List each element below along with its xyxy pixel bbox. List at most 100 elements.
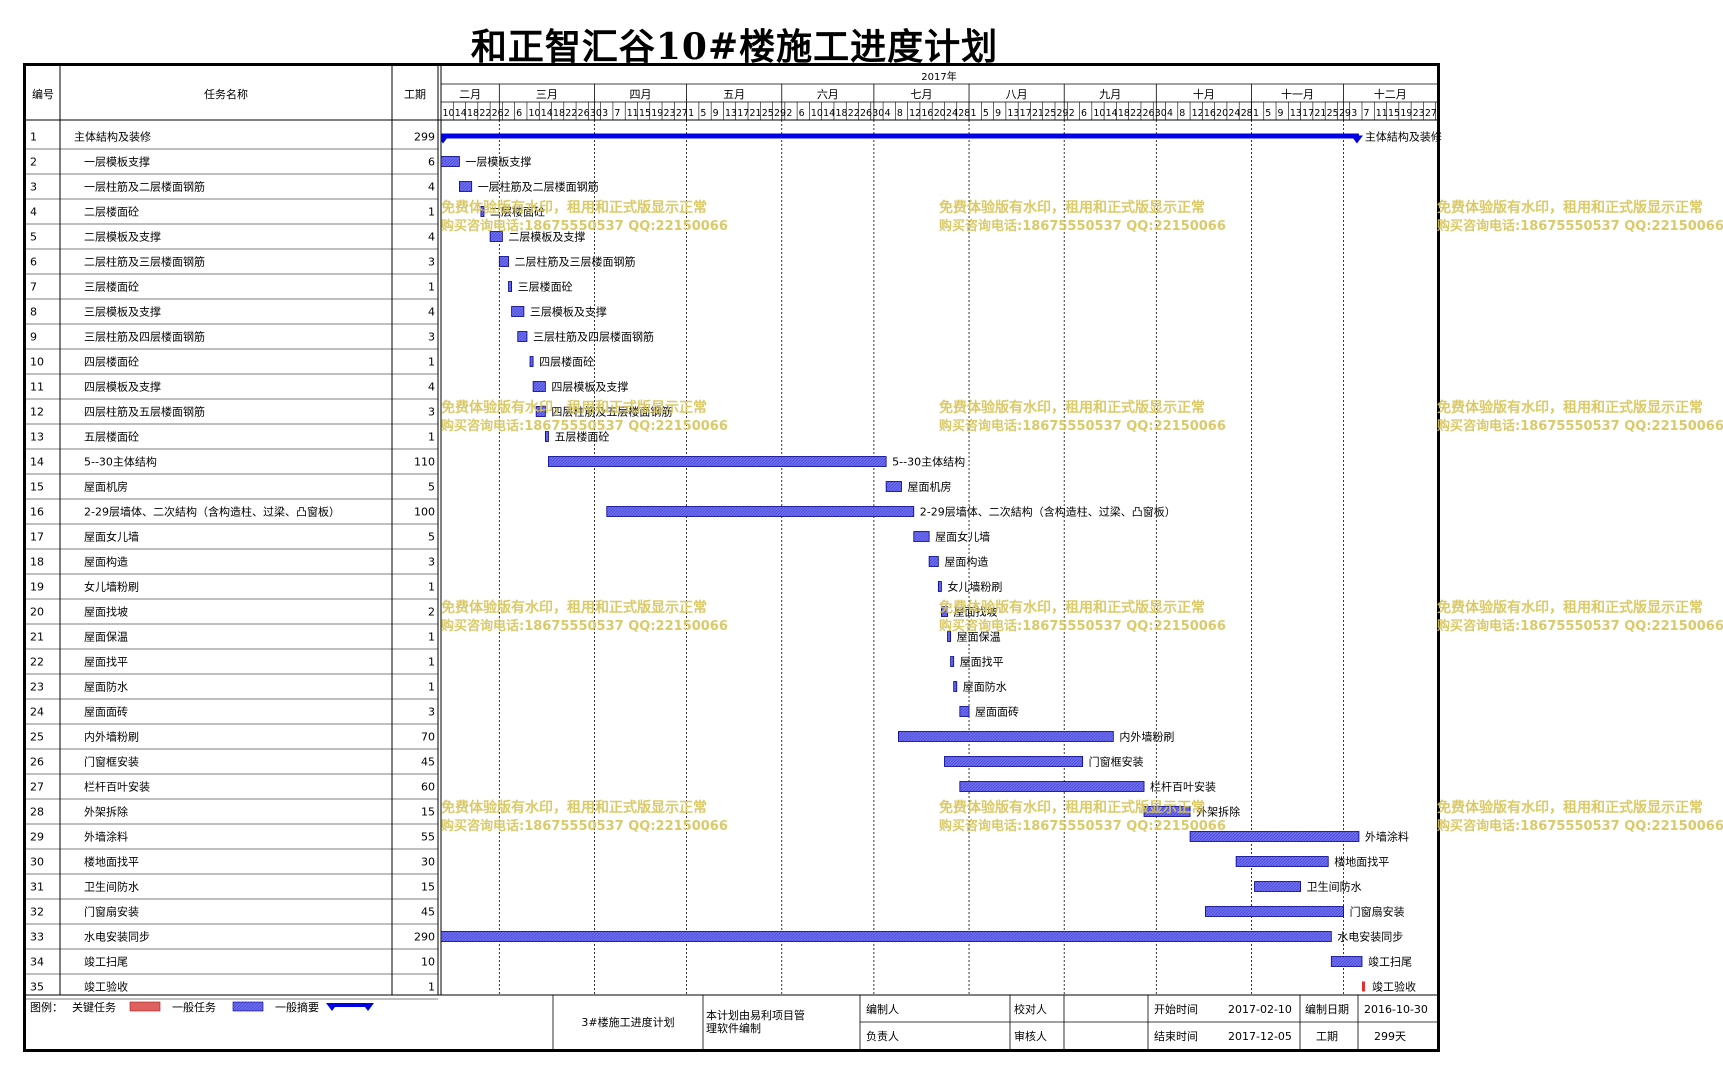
task-id: 32 — [30, 906, 44, 919]
task-bar — [489, 231, 503, 242]
task-name: 四层柱筋及五层楼面钢筋 — [84, 405, 205, 419]
task-bar — [480, 206, 485, 217]
gantt-frame — [23, 63, 1440, 1052]
legend-summary-label: 一般摘要 — [275, 1000, 319, 1014]
footer-software-line1: 本计划由易利项目管 — [706, 1008, 805, 1022]
bar-label: 二层柱筋及三层楼面钢筋 — [515, 255, 636, 269]
task-name: 二层柱筋及三层楼面钢筋 — [84, 255, 205, 269]
task-id: 21 — [30, 631, 44, 644]
task-duration: 6 — [428, 156, 435, 169]
task-duration: 45 — [421, 756, 435, 769]
month-label: 七月 — [910, 88, 932, 101]
task-id: 20 — [30, 606, 44, 619]
day-tick-label: 3 — [602, 108, 608, 119]
task-bar — [944, 756, 1084, 767]
bar-label: 屋面女儿墙 — [935, 530, 990, 544]
legend-critical-label: 关键任务 — [72, 1000, 116, 1014]
day-tick-label: 10 — [811, 108, 823, 119]
day-tick-label: 10 — [528, 108, 540, 119]
task-duration: 60 — [421, 781, 435, 794]
task-name: 5--30主体结构 — [84, 455, 157, 469]
bar-label: 2-29层墙体、二次結构（含构造柱、过梁、凸窗板） — [920, 505, 1176, 519]
day-tick-label: 17 — [737, 108, 749, 119]
task-bar — [544, 431, 549, 442]
month-label: 十二月 — [1374, 87, 1407, 101]
watermark-line1: 免费体验版有水印，租用和正式版显示正常 — [441, 199, 707, 216]
column-header-duration: 工期 — [404, 88, 426, 101]
task-bar — [606, 506, 915, 517]
legend-normal-label: 一般任务 — [172, 1001, 216, 1014]
day-tick-label: 26 — [860, 108, 872, 119]
task-duration: 110 — [414, 456, 435, 469]
bar-label: 水电安装同步 — [1337, 930, 1403, 944]
task-id: 35 — [30, 981, 44, 994]
day-tick-label: 14 — [823, 108, 835, 119]
bar-label: 二层楼面砼 — [490, 205, 545, 219]
task-id: 7 — [30, 281, 37, 294]
bar-label: 女儿墙粉刷 — [947, 580, 1002, 594]
footer-responsible-label: 负责人 — [866, 1029, 899, 1043]
day-tick-label: 2 — [1069, 108, 1075, 119]
task-name: 2-29层墙体、二次結构（含构造柱、过梁、凸窗板） — [84, 505, 340, 519]
task-duration: 70 — [421, 731, 435, 744]
task-bar — [885, 481, 902, 492]
task-name: 女儿墙粉刷 — [84, 580, 139, 594]
task-bar — [928, 556, 939, 567]
day-tick-label: 16 — [921, 108, 933, 119]
task-duration: 1 — [428, 631, 435, 644]
task-duration: 45 — [421, 906, 435, 919]
task-id: 19 — [30, 581, 44, 594]
bar-label: 外墙涂料 — [1365, 830, 1409, 844]
watermark-line1: 免费体验版有水印，租用和正式版显示正常 — [1437, 599, 1703, 616]
task-name: 栏杆百叶安装 — [84, 780, 150, 794]
task-duration: 15 — [421, 806, 435, 819]
month-label: 十月 — [1193, 87, 1215, 101]
day-tick-label: 29 — [1057, 108, 1069, 119]
task-bar — [953, 681, 958, 692]
task-duration: 10 — [421, 956, 435, 969]
day-tick-label: 29 — [774, 108, 786, 119]
month-label: 四月 — [630, 88, 652, 101]
task-duration: 4 — [428, 306, 435, 319]
day-tick-label: 2 — [786, 108, 792, 119]
task-bar — [1330, 956, 1363, 967]
bar-label: 三层楼面砼 — [518, 280, 573, 294]
task-id: 8 — [30, 306, 37, 319]
task-name: 主体結构及装修 — [74, 130, 151, 144]
day-tick-label: 25 — [762, 108, 774, 119]
watermark-line1: 免费体验版有水印，租用和正式版显示正常 — [1437, 799, 1703, 816]
day-tick-label: 26 — [578, 108, 590, 119]
day-tick-label: 10 — [443, 108, 455, 119]
task-id: 26 — [30, 756, 44, 769]
footer-duration-value: 299天 — [1374, 1030, 1406, 1043]
task-id: 27 — [30, 781, 44, 794]
day-tick-label: 22 — [848, 108, 860, 119]
watermark-line2: 购买咨询电话:18675550537 QQ:22150066 — [441, 618, 728, 634]
task-name: 四层楼面砼 — [84, 355, 139, 369]
day-tick-label: 4 — [885, 108, 891, 119]
day-tick-label: 18 — [1118, 108, 1130, 119]
page-title: 和正智汇谷10#楼施工进度计划 — [470, 26, 999, 68]
task-bar — [1254, 881, 1302, 892]
legend-summary-swatch — [330, 1003, 370, 1007]
day-tick-label: 11 — [1376, 108, 1388, 119]
bar-label: 竣工验收 — [1372, 980, 1416, 994]
bar-label: 一层模板支撑 — [465, 155, 531, 169]
day-tick-label: 13 — [725, 108, 737, 119]
column-header-id: 编号 — [32, 87, 54, 101]
footer-auditor-label: 审核人 — [1014, 1029, 1047, 1043]
watermark-line1: 免费体验版有水印，租用和正式版显示正常 — [441, 399, 707, 416]
task-id: 11 — [30, 381, 44, 394]
task-name: 二层楼面砼 — [84, 205, 139, 219]
task-bar — [1189, 831, 1360, 842]
task-bar — [548, 456, 887, 467]
task-name: 屋面构造 — [84, 555, 128, 569]
month-label: 十一月 — [1281, 87, 1314, 101]
task-id: 33 — [30, 931, 44, 944]
watermark-line2: 购买咨询电话:18675550537 QQ:22150066 — [1437, 818, 1723, 834]
task-name: 三层楼面砼 — [84, 280, 139, 294]
day-tick-label: 26 — [1142, 108, 1154, 119]
task-id: 6 — [30, 256, 37, 269]
day-tick-label: 30 — [590, 108, 602, 119]
